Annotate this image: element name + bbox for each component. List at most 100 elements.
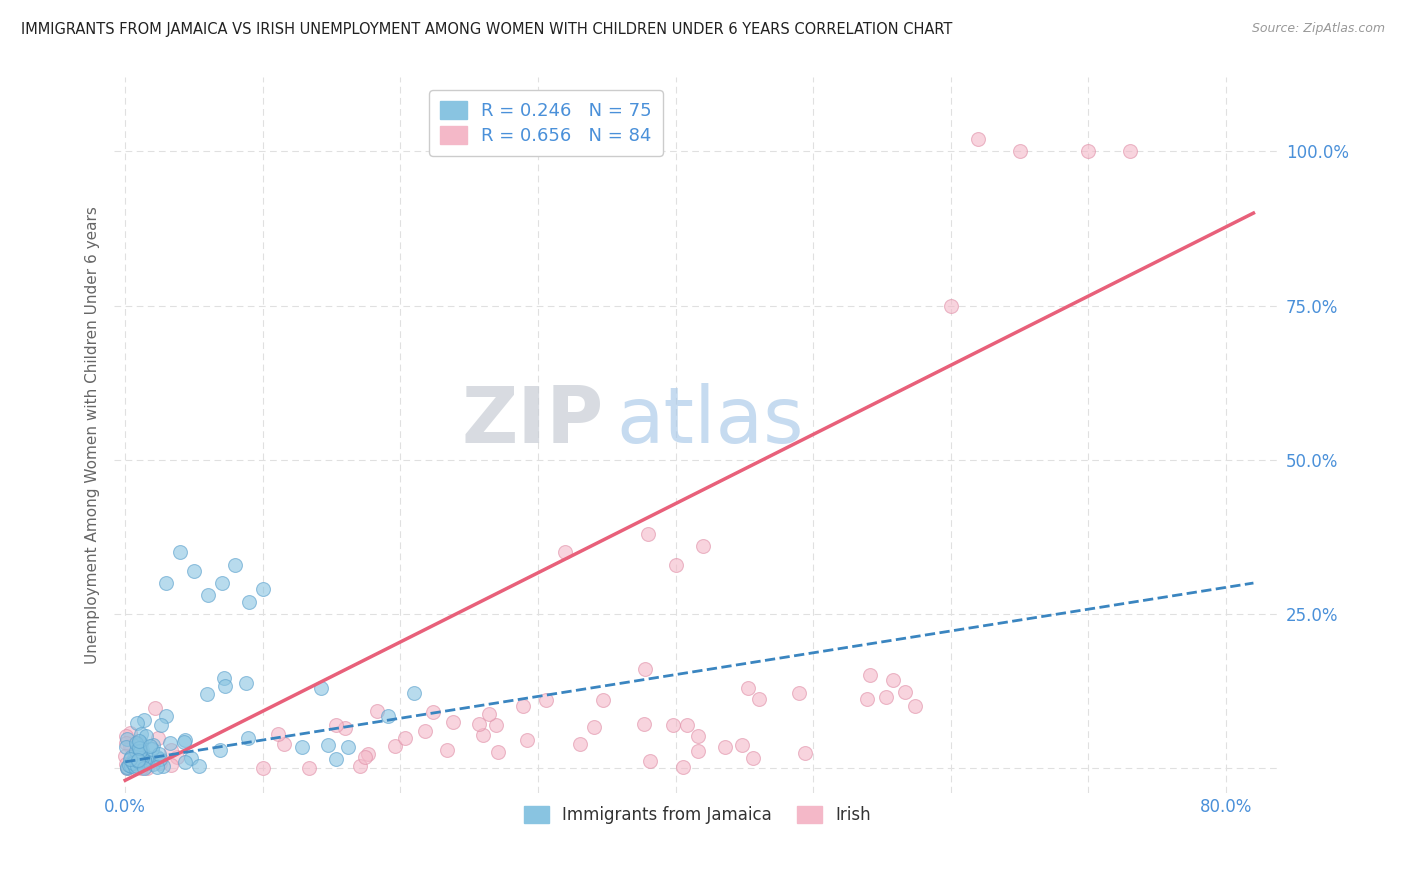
Point — [554, 545, 576, 559]
Point — [129, 761, 152, 775]
Point — [121, 755, 143, 769]
Point — [125, 758, 148, 772]
Point — [115, 756, 138, 771]
Point — [478, 707, 501, 722]
Point — [159, 743, 181, 757]
Point — [148, 747, 170, 761]
Point — [384, 739, 406, 754]
Point — [114, 740, 136, 755]
Point — [120, 749, 142, 764]
Point — [325, 718, 347, 732]
Point — [214, 679, 236, 693]
Point — [166, 750, 188, 764]
Point — [714, 739, 737, 754]
Point — [118, 758, 141, 772]
Point — [129, 727, 152, 741]
Point — [252, 761, 274, 775]
Point — [142, 756, 165, 771]
Point — [134, 755, 156, 769]
Point — [131, 747, 153, 761]
Point — [325, 752, 347, 766]
Point — [125, 736, 148, 750]
Point — [129, 736, 152, 750]
Point — [335, 721, 357, 735]
Point — [129, 751, 152, 765]
Point — [273, 737, 295, 751]
Point — [676, 718, 699, 732]
Point — [291, 740, 314, 755]
Point — [787, 686, 810, 700]
Point — [118, 757, 141, 772]
Point — [212, 671, 235, 685]
Point — [224, 558, 246, 572]
Point — [468, 716, 491, 731]
Point — [415, 723, 437, 738]
Point — [115, 760, 138, 774]
Point — [337, 740, 360, 755]
Point — [169, 545, 191, 559]
Point — [135, 729, 157, 743]
Point — [1118, 145, 1140, 159]
Point — [114, 749, 136, 764]
Point — [122, 756, 145, 770]
Point — [149, 756, 172, 770]
Point — [939, 299, 962, 313]
Point — [252, 582, 274, 597]
Point — [486, 745, 509, 759]
Point — [128, 742, 150, 756]
Point — [142, 738, 165, 752]
Point — [148, 752, 170, 766]
Point — [794, 746, 817, 760]
Point — [129, 756, 152, 770]
Point — [640, 754, 662, 768]
Point — [173, 732, 195, 747]
Point — [357, 747, 380, 761]
Point — [238, 594, 260, 608]
Point — [967, 132, 990, 146]
Point — [353, 749, 375, 764]
Point — [512, 699, 534, 714]
Point — [122, 756, 145, 770]
Legend: Immigrants from Jamaica, Irish: Immigrants from Jamaica, Irish — [515, 797, 882, 834]
Point — [150, 718, 173, 732]
Point — [686, 744, 709, 758]
Text: IMMIGRANTS FROM JAMAICA VS IRISH UNEMPLOYMENT AMONG WOMEN WITH CHILDREN UNDER 6 : IMMIGRANTS FROM JAMAICA VS IRISH UNEMPLO… — [21, 22, 952, 37]
Point — [366, 705, 388, 719]
Point — [692, 539, 714, 553]
Point — [195, 687, 218, 701]
Point — [436, 743, 458, 757]
Point — [131, 743, 153, 757]
Point — [125, 738, 148, 752]
Text: atlas: atlas — [616, 383, 803, 458]
Point — [298, 761, 321, 775]
Point — [146, 731, 169, 746]
Point — [633, 717, 655, 731]
Text: ZIP: ZIP — [463, 383, 605, 458]
Point — [141, 741, 163, 756]
Point — [634, 662, 657, 676]
Point — [441, 714, 464, 729]
Point — [173, 735, 195, 749]
Point — [1008, 145, 1031, 159]
Point — [484, 717, 506, 731]
Point — [120, 726, 142, 740]
Point — [1077, 145, 1099, 159]
Point — [139, 739, 162, 753]
Point — [236, 731, 259, 746]
Point — [127, 753, 149, 767]
Point — [129, 759, 152, 773]
Point — [120, 759, 142, 773]
Point — [686, 729, 709, 743]
Point — [267, 727, 290, 741]
Point — [671, 760, 693, 774]
Point — [173, 756, 195, 770]
Point — [534, 693, 557, 707]
Point — [318, 738, 340, 752]
Point — [377, 709, 399, 723]
Y-axis label: Unemployment Among Women with Children Under 6 years: Unemployment Among Women with Children U… — [86, 206, 100, 664]
Point — [143, 700, 166, 714]
Point — [134, 713, 156, 727]
Point — [664, 558, 686, 572]
Point — [422, 705, 444, 719]
Point — [136, 750, 159, 764]
